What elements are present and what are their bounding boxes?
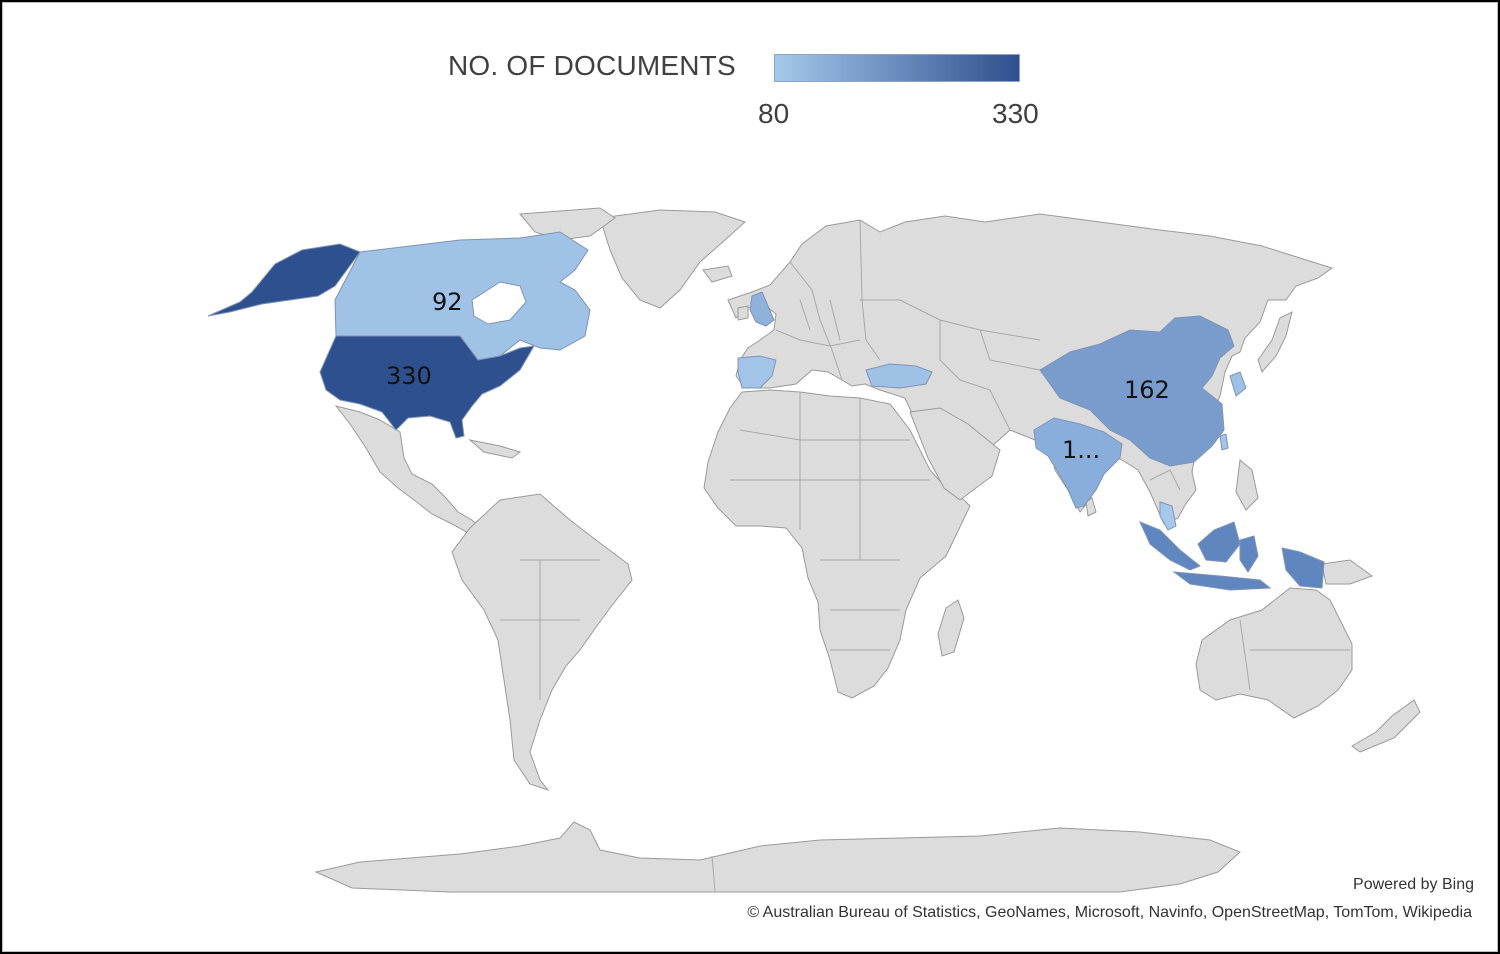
region-china[interactable] bbox=[1039, 315, 1235, 467]
label-india: 1... bbox=[1062, 436, 1100, 464]
label-usa: 330 bbox=[386, 362, 432, 390]
land-arabia bbox=[909, 407, 1001, 501]
land-south-america bbox=[451, 493, 633, 792]
land-sri-lanka bbox=[1085, 497, 1097, 517]
region-uk[interactable] bbox=[749, 291, 775, 327]
powered-by-bing: Powered by Bing bbox=[1353, 876, 1474, 893]
region-indonesia[interactable] bbox=[1139, 521, 1325, 591]
land-ireland bbox=[737, 305, 749, 321]
legend-min-label: 80 bbox=[758, 98, 790, 129]
region-malaysia[interactable] bbox=[1159, 501, 1177, 531]
land-africa bbox=[703, 389, 971, 699]
label-canada: 92 bbox=[432, 288, 463, 316]
map-attribution: © Australian Bureau of Statistics, GeoNa… bbox=[747, 904, 1472, 921]
land-iceland bbox=[702, 265, 733, 283]
land-png bbox=[1321, 559, 1374, 585]
region-alaska[interactable] bbox=[207, 243, 361, 317]
land-antarctica bbox=[314, 821, 1241, 893]
legend-max-label: 330 bbox=[992, 98, 1039, 129]
land-philippines bbox=[1235, 459, 1259, 511]
land-madagascar bbox=[937, 599, 965, 657]
region-usa[interactable] bbox=[319, 335, 535, 439]
land-new-zealand bbox=[1351, 699, 1421, 753]
region-india[interactable] bbox=[1033, 417, 1123, 509]
legend-title: NO. OF DOCUMENTS bbox=[448, 50, 736, 81]
land-greenland bbox=[599, 209, 746, 309]
land-caribbean bbox=[468, 439, 522, 459]
legend-color-scale bbox=[774, 54, 1020, 82]
hudson-bay bbox=[471, 281, 527, 325]
land-japan bbox=[1257, 311, 1293, 373]
region-taiwan[interactable] bbox=[1219, 433, 1229, 451]
label-china: 162 bbox=[1124, 376, 1170, 404]
country-borders bbox=[500, 219, 1350, 893]
region-turkey[interactable] bbox=[865, 363, 933, 389]
land-arctic-islands bbox=[518, 207, 616, 241]
region-south-korea[interactable] bbox=[1229, 371, 1247, 397]
land-australia bbox=[1195, 587, 1353, 719]
region-spain[interactable] bbox=[737, 355, 777, 389]
